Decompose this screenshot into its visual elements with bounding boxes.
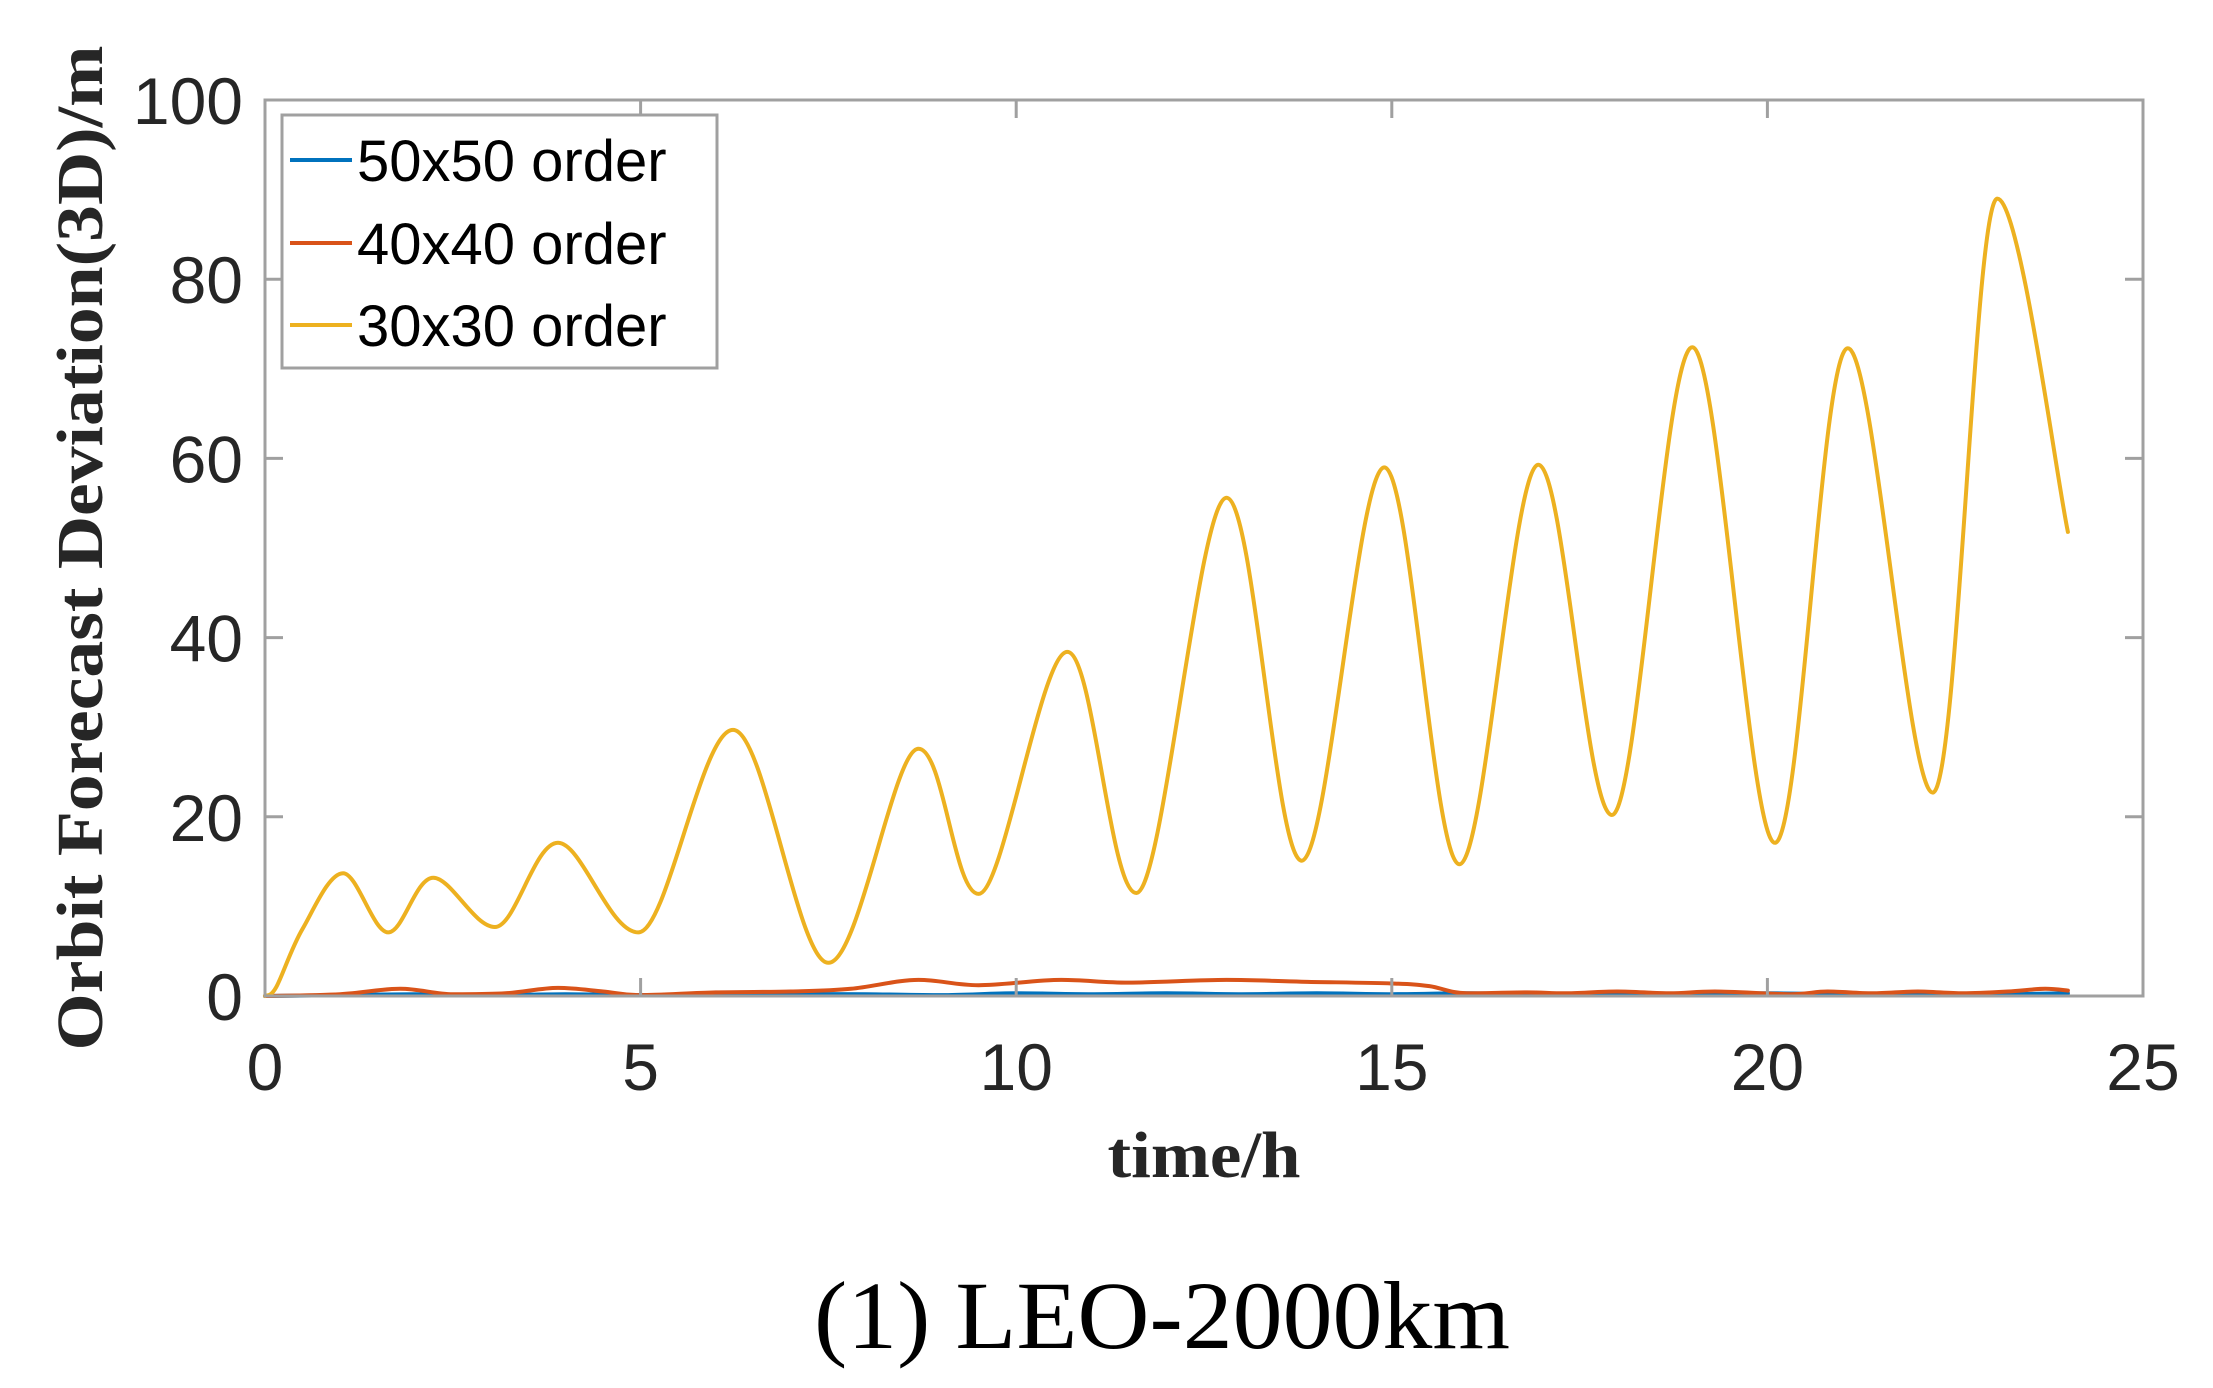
x-tick-label: 15 (1355, 1030, 1428, 1104)
axis-ticks (263, 98, 2145, 998)
y-axis-label: Orbit Forecast Deviation(3D)/m (44, 45, 117, 1050)
series-line-30x30-order (263, 196, 2070, 998)
x-axis-label: time/h (1108, 1119, 1301, 1192)
x-tick-label: 0 (247, 1030, 284, 1104)
y-tick-label: 100 (133, 64, 243, 138)
legend-box (280, 113, 719, 370)
tick-labels: 0 5 10 15 20 25 0 20 40 60 80 100 (133, 64, 2180, 1104)
legend-label: 50x50 order (357, 129, 667, 194)
legend-item: 30x30 order (290, 294, 667, 359)
figure-caption: (1) LEO-2000km (814, 1262, 1510, 1369)
legend: 50x50 order 40x40 order 30x30 order (280, 113, 719, 370)
axes-box (263, 98, 2145, 998)
y-tick-label: 20 (170, 781, 243, 855)
legend-item: 50x50 order (290, 129, 667, 194)
y-tick-label: 80 (170, 243, 243, 317)
x-tick-label: 10 (979, 1030, 1052, 1104)
legend-label: 30x30 order (357, 294, 667, 359)
y-tick-label: 40 (170, 602, 243, 676)
legend-item: 40x40 order (290, 212, 667, 277)
x-tick-label: 5 (622, 1030, 659, 1104)
legend-label: 40x40 order (357, 212, 667, 277)
y-tick-label: 0 (206, 960, 243, 1034)
series-line-40x40-order (263, 977, 2070, 998)
x-tick-label: 20 (1731, 1030, 1804, 1104)
y-tick-label: 60 (170, 422, 243, 496)
x-tick-label: 25 (2106, 1030, 2179, 1104)
